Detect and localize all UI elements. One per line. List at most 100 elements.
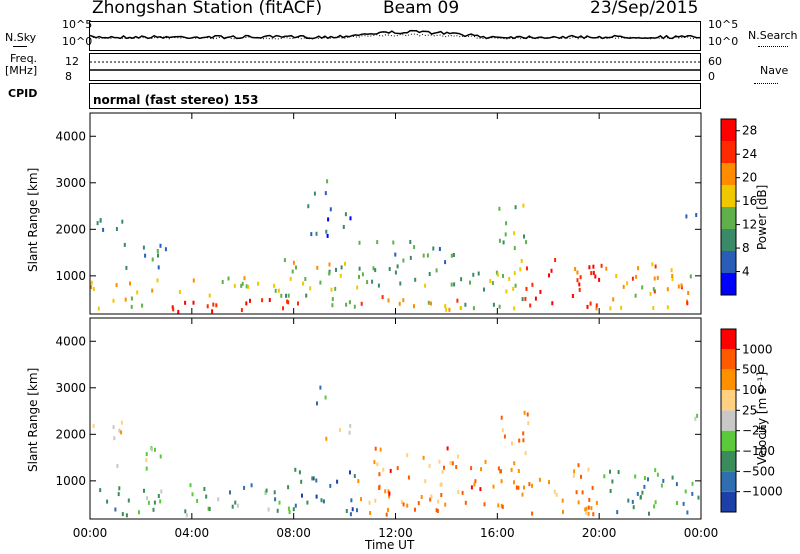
power-cell: [635, 274, 638, 279]
velocity-cell: [518, 438, 521, 443]
power-region-3: [171, 298, 299, 314]
velocity-cell: [647, 477, 649, 482]
velocity-cell: [595, 500, 598, 505]
velocity-cell: [513, 480, 515, 485]
power-cell: [548, 273, 550, 278]
power-region-12: [524, 258, 601, 311]
velocity-cell: [147, 500, 150, 505]
power-colorbar-swatch: [721, 207, 736, 229]
velocity-cell: [591, 485, 594, 490]
power-cell: [589, 301, 592, 306]
power-cell: [514, 205, 517, 210]
power-cell: [151, 257, 154, 262]
x-tick-label: 04:00: [175, 526, 210, 540]
velocity-cell: [522, 431, 525, 436]
power-cell: [670, 268, 673, 273]
velocity-cell: [207, 506, 210, 511]
velocity-cell: [316, 401, 318, 406]
power-cell: [241, 281, 244, 286]
velocity-cell: [356, 508, 358, 513]
velocity-cell: [428, 463, 431, 468]
power-cell: [550, 268, 553, 273]
power-cell: [92, 287, 95, 291]
power-cell: [99, 218, 102, 223]
power-cell: [456, 298, 459, 303]
power-cell: [112, 298, 115, 303]
velocity-cell: [497, 503, 500, 508]
power-cell: [360, 301, 363, 306]
velocity-cell: [121, 512, 124, 517]
velocity-cell: [561, 498, 564, 503]
velocity-region-4: [294, 467, 358, 517]
power-cell: [356, 285, 359, 290]
velocity-cell: [157, 494, 160, 498]
velocity-colorbar-tick-label: −500: [742, 464, 775, 478]
velocity-cell: [145, 452, 148, 457]
power-cell: [358, 240, 361, 245]
power-cell: [208, 293, 211, 298]
velocity-cell: [660, 483, 663, 488]
power-cell: [594, 274, 597, 279]
velocity-cell: [444, 502, 447, 507]
power-cell: [402, 258, 405, 263]
velocity-plot-area: [90, 318, 701, 519]
power-ylabel: Slant Range [km]: [26, 167, 40, 272]
velocity-colorbar-swatch: [721, 491, 736, 512]
power-cell: [622, 284, 625, 289]
velocity-cell: [350, 498, 353, 503]
velocity-cell: [424, 479, 427, 484]
velocity-cell: [250, 483, 253, 488]
velocity-cell: [374, 446, 377, 451]
velocity-cell: [407, 475, 410, 480]
velocity-cell: [654, 468, 657, 473]
power-cell: [469, 280, 471, 285]
velocity-cell: [694, 416, 697, 421]
velocity-cell: [641, 490, 644, 495]
velocity-cell: [298, 470, 301, 475]
velocity-ytick-label: 4000: [55, 334, 86, 348]
power-cell: [392, 240, 395, 245]
power-cell: [477, 271, 480, 276]
power-cell: [171, 305, 174, 310]
velocity-cell: [387, 507, 389, 512]
power-cell: [331, 297, 334, 302]
velocity-cell: [497, 466, 500, 471]
power-cell: [345, 302, 348, 307]
power-cell: [522, 203, 525, 208]
x-tick-label: 00:00: [73, 526, 108, 540]
power-cell: [409, 240, 412, 244]
power-cell: [394, 270, 397, 275]
power-cell: [686, 301, 689, 306]
power-cell: [525, 240, 528, 245]
power-cell: [576, 278, 579, 283]
power-cell: [342, 225, 345, 229]
velocity-cell: [287, 506, 290, 511]
power-cell: [305, 293, 308, 298]
velocity-cell: [315, 478, 318, 483]
power-cell: [502, 240, 505, 245]
velocity-colorbar-tick-label: 25: [742, 403, 757, 417]
power-cell: [285, 293, 287, 298]
power-cell: [335, 267, 337, 272]
velocity-cell: [325, 436, 328, 441]
velocity-cell: [522, 438, 525, 443]
velocity-cell: [585, 506, 588, 511]
velocity-region-6: [316, 385, 327, 406]
velocity-cell: [205, 494, 208, 499]
velocity-cell: [357, 479, 360, 484]
power-cell: [513, 246, 516, 251]
power-region-1: [96, 218, 124, 232]
power-cell: [666, 287, 669, 292]
velocity-cell: [470, 485, 473, 490]
power-cell: [529, 303, 532, 308]
velocity-cell: [592, 512, 595, 517]
power-cell: [102, 227, 105, 232]
velocity-cell: [287, 485, 290, 490]
power-cell: [394, 252, 397, 257]
velocity-cell: [553, 489, 556, 494]
velocity-cell: [374, 498, 377, 503]
velocity-cell: [116, 463, 119, 468]
velocity-cell: [278, 500, 281, 505]
power-cell: [513, 231, 516, 236]
